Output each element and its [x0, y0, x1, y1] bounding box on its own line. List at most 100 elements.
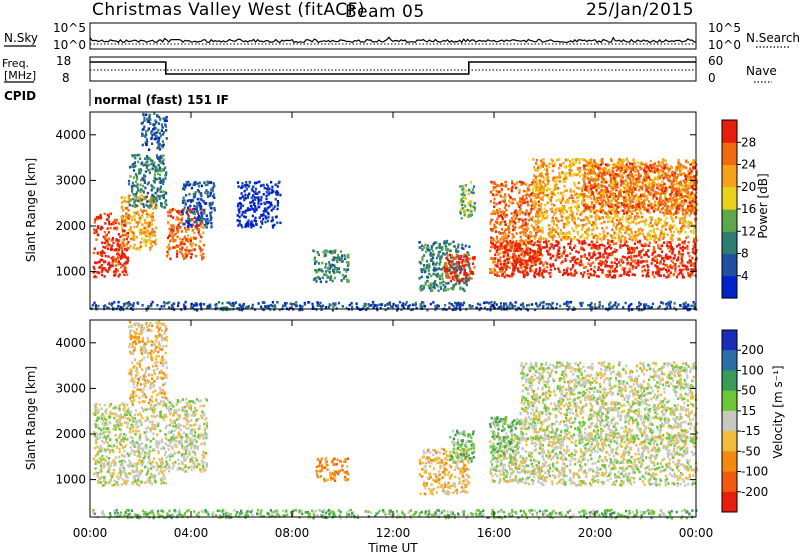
echo-cell [496, 193, 499, 196]
echo-cell [461, 243, 464, 247]
echo-cell [547, 176, 550, 179]
echo-cell [648, 216, 651, 219]
echo-cell [125, 212, 128, 215]
echo-cell [194, 180, 197, 184]
echo-cell [530, 261, 533, 264]
echo-cell [151, 193, 154, 197]
echo-cell [179, 241, 182, 244]
echo-cell [624, 231, 627, 235]
echo-cell [137, 196, 141, 200]
echo-cell [156, 141, 159, 144]
echo-cell [634, 217, 637, 221]
echo-cell [553, 235, 556, 238]
echo-cell [94, 230, 97, 234]
echo-cell [500, 228, 503, 231]
echo-cell [585, 161, 589, 164]
echo-cell [641, 188, 644, 191]
echo-cell [554, 208, 557, 211]
echo-cell [512, 255, 515, 258]
echo-cell [622, 209, 625, 212]
echo-cell [519, 235, 522, 239]
echo-cell [461, 264, 464, 267]
echo-cell [684, 225, 687, 228]
echo-cell [123, 248, 127, 251]
echo-cell [519, 249, 523, 253]
echo-cell [531, 200, 534, 204]
echo-cell [150, 130, 153, 133]
echo-cell [126, 259, 130, 263]
echo-cell [123, 253, 126, 256]
echo-cell [490, 212, 493, 216]
echo-cell [548, 272, 551, 275]
echo-cell [121, 226, 124, 230]
echo-cell [635, 214, 638, 218]
echo-cell [340, 256, 343, 260]
echo-cell [243, 198, 246, 202]
echo-cell [570, 256, 573, 260]
echo-cell [499, 261, 502, 264]
echo-cell [210, 222, 213, 225]
echo-cell [273, 205, 276, 208]
echo-cell [610, 199, 613, 203]
echo-cell [193, 211, 196, 214]
echo-cell [103, 241, 106, 245]
echo-cell [147, 163, 151, 167]
echo-cell [534, 253, 537, 256]
echo-cell [166, 250, 169, 254]
echo-cell [655, 223, 658, 227]
echo-cell [106, 247, 110, 251]
echo-cell [634, 230, 637, 234]
echo-cell [132, 233, 135, 237]
echo-cell [625, 273, 628, 276]
echo-cell [519, 244, 522, 247]
echo-cell [512, 258, 515, 262]
echo-cell [628, 221, 631, 225]
echo-cell [176, 228, 179, 232]
echo-cell [176, 210, 179, 213]
echo-cell [677, 256, 680, 259]
echo-cell [489, 191, 492, 194]
echo-cell [262, 193, 265, 196]
echo-cell [445, 282, 448, 285]
echo-cell [550, 245, 553, 248]
echo-cell [527, 263, 530, 266]
echo-cell [200, 194, 203, 198]
echo-cell [527, 236, 530, 240]
echo-cell [533, 192, 536, 196]
echo-cell [239, 206, 242, 210]
noise-right-tick-low: 10^0 [708, 38, 741, 52]
echo-cell [670, 166, 674, 169]
echo-cell [143, 219, 146, 222]
echo-cell [557, 176, 560, 179]
echo-cell [525, 190, 528, 193]
echo-cell [651, 182, 655, 185]
echo-cell [518, 191, 521, 195]
echo-cell [171, 239, 174, 242]
echo-cell [608, 265, 611, 268]
echo-cell [619, 222, 623, 225]
echo-cell [126, 273, 129, 276]
echo-cell [674, 263, 677, 266]
echo-cell [578, 161, 581, 164]
echo-cell [681, 210, 684, 214]
echo-cell [144, 197, 147, 200]
echo-cell [260, 213, 263, 217]
echo-cell [572, 219, 576, 222]
echo-cell [656, 227, 659, 231]
echo-cell [251, 214, 254, 218]
echo-cell [601, 199, 604, 202]
echo-cell [263, 186, 266, 190]
echo-cell [636, 233, 639, 237]
echo-cell [461, 280, 464, 283]
echo-cell [597, 244, 600, 248]
echo-cell [184, 202, 187, 205]
echo-cell [672, 170, 675, 174]
echo-cell [573, 221, 576, 225]
echo-cell [158, 148, 162, 151]
echo-cell [581, 242, 584, 246]
echo-cell [628, 248, 631, 252]
echo-cell [627, 217, 630, 221]
echo-cell [426, 244, 429, 248]
echo-cell [647, 200, 651, 203]
echo-cell [112, 258, 115, 262]
